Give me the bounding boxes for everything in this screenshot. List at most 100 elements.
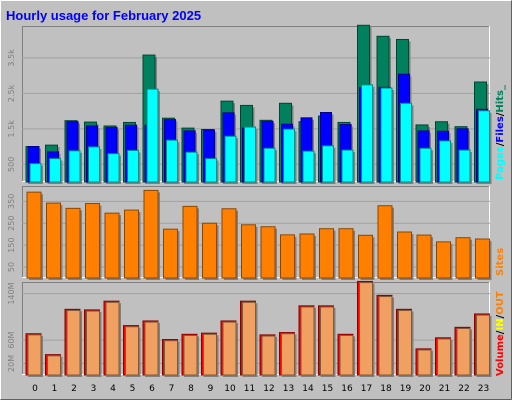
panel-sites-ytick-label: 350 (7, 194, 16, 209)
panel-sites-hour-5 (124, 209, 141, 280)
legend-volume-in-out-part: OUT (495, 291, 506, 315)
xtick-label-hour-19: 19 (400, 384, 412, 394)
bar-pages (400, 102, 412, 183)
bar-pages (49, 158, 61, 183)
bar-pages (361, 84, 373, 183)
bar-sites (455, 237, 471, 279)
panel-volume-hour-4 (103, 300, 121, 377)
legend-sites-part: Sites (495, 248, 506, 276)
panel-sites-ytick-label: 250 (7, 216, 16, 231)
bar-out (183, 334, 198, 376)
panel-usage-hour-22 (454, 126, 472, 184)
xtick-label-hour-6: 6 (149, 384, 155, 394)
panel-volume-hour-15 (318, 305, 336, 377)
bar-out (125, 326, 139, 376)
legend-volume-in-out-part: / (495, 314, 506, 318)
legend-volume-in-out-part: Volume (495, 334, 506, 376)
legend-pages-files-hits-part: / (495, 112, 506, 116)
xtick-label-hour-8: 8 (188, 384, 194, 394)
panel-volume-hour-13 (279, 332, 297, 377)
panel-sites-hour-20 (416, 234, 433, 280)
bar-out (437, 338, 451, 376)
panel-sites-hour-19 (397, 231, 414, 280)
bar-out (281, 333, 295, 376)
panel-volume-hour-0 (25, 333, 43, 377)
panel-sites-hour-1 (46, 202, 63, 280)
bar-pages (341, 149, 354, 183)
bar-pages (146, 88, 159, 183)
panel-sites-hour-7 (163, 228, 180, 280)
panel-usage-hour-23 (474, 81, 492, 184)
panel-usage-hour-13 (279, 102, 297, 184)
bar-pages (185, 151, 198, 183)
panel-volume-ytick-label: 60M (7, 331, 16, 348)
xtick-label-hour-20: 20 (419, 384, 431, 394)
panel-volume-hour-7 (162, 339, 180, 377)
chart-title: Hourly usage for February 2025 (6, 8, 201, 23)
xtick-label-hour-11: 11 (244, 384, 255, 394)
panel-sites: 50 150 250 350 (7, 186, 492, 280)
bar-sites (65, 207, 81, 279)
bar-out (105, 301, 120, 376)
bar-sites (377, 205, 393, 279)
xtick-label-hour-1: 1 (52, 384, 58, 394)
panel-usage-hour-7 (162, 117, 180, 184)
panel-usage-hour-9 (201, 129, 219, 184)
bar-out (47, 355, 61, 376)
bar-out (417, 349, 432, 376)
panel-volume-hour-2 (64, 308, 82, 377)
panel-sites-hour-18 (377, 205, 394, 280)
bar-sites (299, 233, 315, 279)
xtick-label-hour-7: 7 (169, 384, 175, 394)
panel-usage-hour-21 (435, 121, 453, 184)
legend-volume-in-out-part: / (495, 330, 506, 334)
panel-usage-hour-3 (84, 121, 102, 184)
panel-sites-hour-22 (455, 237, 472, 280)
panel-sites-hour-12 (260, 226, 277, 280)
panel-volume-hour-21 (435, 337, 453, 377)
panel-volume: 20M 60M 140M (7, 280, 492, 377)
xtick-label-hour-21: 21 (439, 384, 450, 394)
bar-sites (241, 224, 256, 279)
panel-sites-ytick-label: 150 (7, 237, 16, 252)
bar-sites (260, 226, 276, 279)
panel-sites-hour-13 (280, 234, 297, 280)
bar-out (378, 296, 393, 376)
xtick-label-hour-23: 23 (478, 384, 489, 394)
panel-sites-hour-21 (436, 241, 453, 280)
panel-usage-hour-6 (142, 54, 160, 185)
panel-usage-hour-15 (318, 112, 336, 184)
panel-sites-hour-4 (104, 212, 121, 280)
bar-pages (244, 126, 256, 183)
bar-out (398, 309, 412, 376)
panel-volume-ytick-label: 140M (7, 282, 16, 304)
xtick-label-hour-15: 15 (322, 384, 333, 394)
bar-out (86, 310, 100, 376)
panel-usage-hour-18 (376, 35, 394, 185)
bar-pages (68, 150, 81, 183)
bar-sites (143, 189, 159, 279)
bar-out (203, 333, 217, 376)
bar-pages (107, 153, 120, 183)
xtick-label-hour-18: 18 (380, 384, 392, 394)
panel-usage-hour-5 (123, 121, 141, 184)
bar-sites (475, 238, 490, 279)
legend-pages-files-hits-part: Pages (495, 146, 506, 180)
xtick-label-hour-3: 3 (91, 384, 97, 394)
bar-sites (85, 203, 100, 279)
bar-sites (338, 228, 354, 279)
bar-pages (127, 149, 139, 183)
panel-volume-ytick-label: 20M (7, 355, 16, 372)
panel-sites-hour-2 (65, 207, 82, 280)
panel-sites-hour-10 (221, 208, 238, 280)
bar-sites (280, 234, 295, 279)
panel-volume-hour-19 (396, 308, 414, 377)
panel-volume-hour-18 (376, 294, 394, 377)
bar-sites (221, 208, 237, 279)
bar-sites (358, 234, 373, 279)
panel-sites-hour-14 (299, 233, 316, 280)
xtick-label-hour-12: 12 (263, 384, 274, 394)
panel-usage-hour-14 (298, 117, 316, 184)
